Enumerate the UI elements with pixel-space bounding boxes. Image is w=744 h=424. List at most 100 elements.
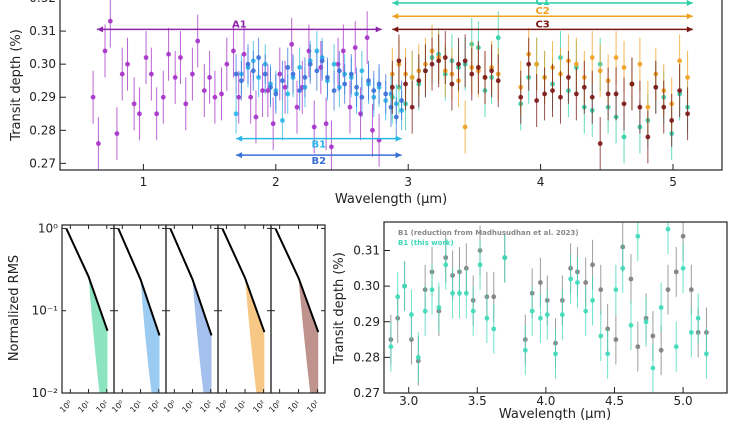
marker bbox=[489, 68, 495, 74]
data-point-c3 bbox=[597, 117, 603, 170]
x-tick-label: 10⁰ bbox=[162, 399, 178, 415]
marker bbox=[450, 290, 455, 296]
comparison-panel: 3.0 3.5 4.0 4.5 5.0 0.27 0.28 0.29 0.30 0.31 B1 (… bbox=[332, 221, 728, 422]
data-point-c3 bbox=[605, 67, 611, 121]
range-label-c3: C3 bbox=[535, 19, 549, 30]
x-tick-label: 10⁰ bbox=[214, 399, 230, 415]
data-point-b1 bbox=[522, 325, 528, 376]
marker bbox=[178, 55, 183, 60]
data-point-b2 bbox=[399, 80, 404, 121]
data-point-a1 bbox=[212, 70, 218, 124]
marker bbox=[224, 61, 230, 67]
data-point-b1 bbox=[388, 321, 394, 372]
data-point-c3 bbox=[409, 80, 415, 134]
comparison-data-marks bbox=[388, 222, 709, 393]
rms-curve bbox=[65, 227, 109, 332]
rms-spread-band bbox=[140, 279, 160, 393]
data-point-c3 bbox=[621, 77, 627, 131]
rms-axes-frame bbox=[270, 224, 326, 394]
marker bbox=[311, 124, 317, 130]
data-point-a1 bbox=[190, 47, 195, 101]
marker bbox=[233, 111, 239, 117]
legend-entry-this-work: B1 (this work) bbox=[398, 239, 454, 247]
x-tick-label: 4 bbox=[537, 175, 545, 189]
data-point-b1 bbox=[628, 300, 634, 351]
range-label-b2: B2 bbox=[312, 156, 327, 167]
marker bbox=[650, 365, 656, 371]
marker bbox=[396, 58, 402, 64]
data-point-b1 bbox=[502, 232, 508, 283]
data-point-a1 bbox=[376, 113, 382, 167]
data-point-c3 bbox=[526, 37, 532, 91]
data-point-b1 bbox=[605, 328, 611, 379]
marker bbox=[688, 330, 694, 335]
marker bbox=[102, 48, 108, 54]
data-point-b1 bbox=[415, 332, 421, 383]
marker bbox=[416, 78, 422, 84]
data-point-a1 bbox=[323, 97, 329, 151]
marker bbox=[172, 74, 178, 80]
data-point-a1 bbox=[329, 120, 334, 170]
marker bbox=[376, 81, 382, 87]
marker bbox=[590, 297, 595, 303]
x-tick-label: 10⁰ bbox=[58, 399, 74, 415]
marker bbox=[285, 65, 291, 70]
data-point-a1 bbox=[90, 70, 96, 124]
marker bbox=[688, 287, 694, 293]
x-tick-label: 10¹ bbox=[76, 399, 92, 415]
marker bbox=[422, 308, 428, 314]
data-point-a1 bbox=[236, 70, 242, 124]
arrowhead-left bbox=[392, 0, 399, 6]
data-point-c3 bbox=[436, 34, 442, 88]
marker bbox=[650, 333, 656, 339]
data-point-c3 bbox=[442, 31, 448, 84]
data-point-c3 bbox=[518, 70, 524, 124]
x-tick-label: 10⁰ bbox=[267, 399, 283, 415]
marker bbox=[248, 94, 254, 100]
marker bbox=[307, 61, 313, 67]
x-tick-label: 10⁰ bbox=[110, 399, 126, 415]
marker bbox=[559, 312, 565, 318]
marker bbox=[436, 58, 442, 64]
marker bbox=[207, 74, 213, 80]
data-point-b2 bbox=[314, 50, 320, 91]
data-point-b1 bbox=[568, 254, 573, 304]
data-point-c3 bbox=[489, 44, 495, 98]
marker bbox=[695, 315, 701, 321]
data-point-b1 bbox=[559, 289, 565, 340]
data-point-b2 bbox=[348, 54, 354, 94]
marker bbox=[260, 88, 265, 94]
marker bbox=[597, 68, 603, 74]
data-point-a1 bbox=[148, 47, 154, 101]
marker bbox=[329, 144, 334, 150]
data-point-a1 bbox=[364, 11, 370, 65]
x-tick-label: 10² bbox=[198, 399, 214, 415]
marker bbox=[677, 88, 683, 94]
marker bbox=[137, 111, 142, 117]
marker bbox=[653, 84, 659, 90]
x-tick-label: 5.0 bbox=[674, 394, 693, 408]
data-point-c3 bbox=[558, 70, 563, 124]
data-point-b1 bbox=[673, 321, 679, 372]
marker bbox=[253, 114, 259, 120]
marker bbox=[589, 94, 595, 100]
data-point-b1 bbox=[436, 282, 442, 333]
x-tick-label: 10¹ bbox=[128, 399, 144, 415]
marker bbox=[475, 65, 481, 70]
data-point-b1 bbox=[402, 261, 407, 312]
data-point-c3 bbox=[669, 93, 675, 147]
marker bbox=[645, 134, 651, 140]
marker bbox=[637, 104, 643, 110]
data-point-a1 bbox=[154, 87, 160, 141]
legend-entry-reference: B1 (reduction from Madhusudhan et al. 20… bbox=[398, 229, 579, 237]
data-point-c3 bbox=[589, 70, 595, 124]
data-point-b1 bbox=[613, 314, 619, 365]
marker bbox=[131, 101, 137, 107]
marker bbox=[342, 81, 348, 87]
data-point-b2 bbox=[319, 41, 325, 81]
data-point-b1 bbox=[590, 275, 595, 326]
data-point-b2 bbox=[302, 57, 308, 98]
data-point-a1 bbox=[289, 17, 295, 71]
y-tick-label: 0.31 bbox=[29, 24, 56, 38]
data-point-c2 bbox=[597, 44, 603, 98]
